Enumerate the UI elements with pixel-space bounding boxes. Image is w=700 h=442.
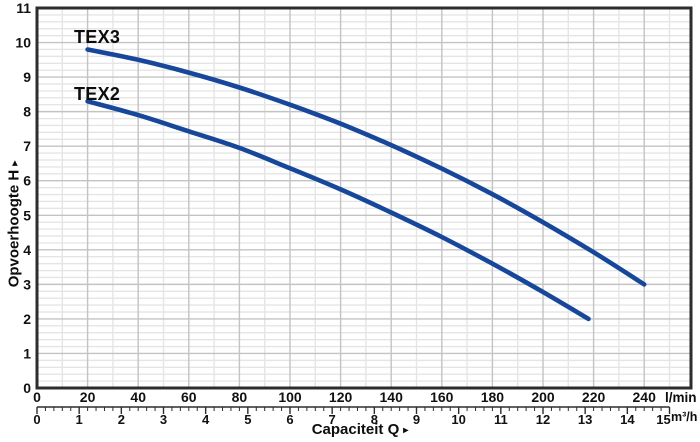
x-tick-label-m3h: 15 <box>656 412 670 427</box>
axis-arrow-icon: ▸ <box>9 160 20 166</box>
x-tick-label-m3h: 13 <box>578 412 592 427</box>
x-tick-label-lmin: 220 <box>582 389 606 405</box>
x-tick-label-lmin: 60 <box>181 389 197 405</box>
x-tick-label-lmin: 120 <box>329 389 353 405</box>
x-tick-label-m3h: 5 <box>244 412 251 427</box>
x-axis-title: Capaciteit Q ▸ <box>312 421 409 438</box>
x-tick-label-lmin: 180 <box>481 389 505 405</box>
x-tick-label-m3h: 6 <box>286 412 293 427</box>
y-tick-label: 7 <box>23 138 31 154</box>
x-ruler-m3h: 0 1 2 3 4 5 6 7 8 9 10 11 12 13 14 15 <box>33 406 671 427</box>
y-tick-label: 8 <box>23 104 31 120</box>
curve-tex2 <box>85 99 591 322</box>
x-tick-label-m3h: 7 <box>329 412 336 427</box>
x-tick-label-m3h: 10 <box>451 412 465 427</box>
x-tick-label-lmin: 200 <box>531 389 555 405</box>
x-tick-label-m3h: 14 <box>620 412 635 427</box>
y-tick-label: 9 <box>23 69 31 85</box>
x-tick-label-lmin: 80 <box>232 389 248 405</box>
y-axis-title-text: Opvoerhoogte H <box>5 169 23 288</box>
y-tick-label: 5 <box>23 207 31 223</box>
y-tick-label: 4 <box>23 242 31 258</box>
y-tick-labels: 0 1 2 3 4 5 6 7 8 9 10 11 <box>15 0 31 396</box>
x-tick-label-lmin: 240 <box>633 389 657 405</box>
x-tick-labels-lmin: 0 20 40 60 80 100 120 140 160 180 200 220 240 <box>33 389 656 405</box>
curve-tex3 <box>85 47 647 287</box>
y-tick-label: 2 <box>23 311 31 327</box>
x-tick-label-m3h: 12 <box>536 412 550 427</box>
minor-gridlines <box>37 8 691 388</box>
y-tick-label: 0 <box>23 380 31 396</box>
curve-label-tex2: TEX2 <box>74 84 121 104</box>
x-tick-label-lmin: 100 <box>278 389 302 405</box>
major-gridlines <box>37 8 691 388</box>
x-tick-label-m3h: 2 <box>118 412 125 427</box>
x-tick-label-lmin: 160 <box>430 389 454 405</box>
x-tick-label-m3h: 11 <box>494 412 508 427</box>
pump-curves <box>85 47 647 322</box>
axis-arrow-icon: ▸ <box>403 424 409 436</box>
x-tick-label-m3h: 9 <box>413 412 420 427</box>
x-tick-label-lmin: 40 <box>130 389 146 405</box>
x-tick-label-m3h: 1 <box>76 412 83 427</box>
x-tick-label-lmin: 140 <box>380 389 404 405</box>
plot-frame <box>35 6 693 390</box>
x-unit-m3h-label: m³/h <box>671 410 698 424</box>
y-tick-label: 11 <box>16 0 31 16</box>
y-tick-label: 6 <box>23 173 31 189</box>
y-tick-label: 10 <box>15 35 31 51</box>
x-tick-label-lmin: 0 <box>33 389 41 405</box>
curve-label-tex3: TEX3 <box>74 27 121 47</box>
x-tick-label-m3h: 4 <box>202 412 210 427</box>
y-axis-title: Opvoerhoogte H ▸ <box>6 161 23 288</box>
x-axis-title-text: Capaciteit Q <box>311 421 400 438</box>
x-tick-label-lmin: 20 <box>80 389 96 405</box>
x-tick-label-m3h: 0 <box>33 412 40 427</box>
y-tick-label: 3 <box>23 276 31 292</box>
y-tick-label: 1 <box>23 345 31 361</box>
x-unit-lmin-label: l/min <box>665 390 697 405</box>
x-tick-label-m3h: 8 <box>371 412 378 427</box>
x-tick-label-m3h: 3 <box>160 412 167 427</box>
